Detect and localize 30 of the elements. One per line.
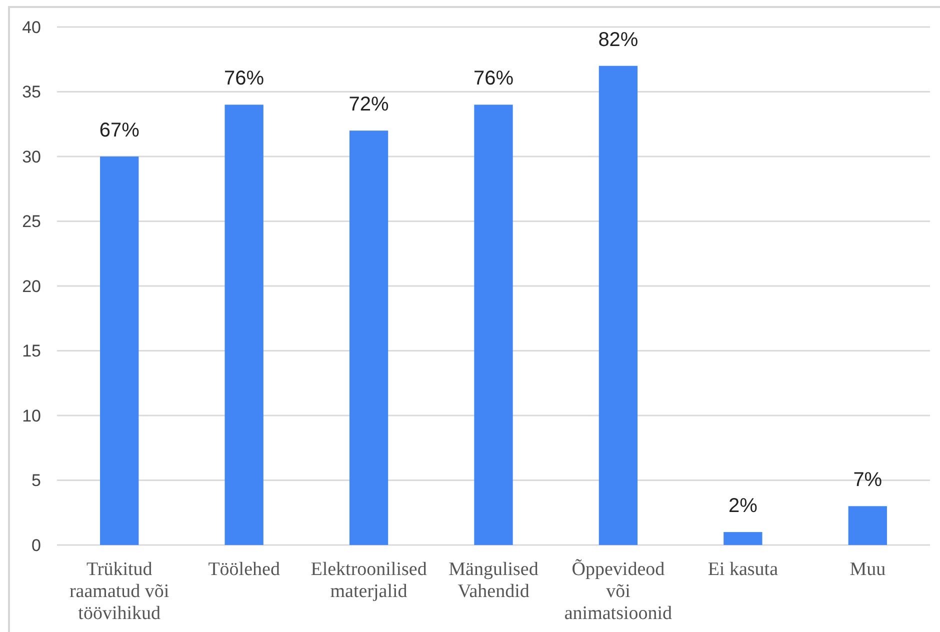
x-tick-label: Õppevideod või animatsioonid	[564, 559, 673, 624]
y-tick-label: 30	[22, 147, 41, 166]
y-tick-label: 10	[22, 406, 41, 426]
bar	[848, 506, 887, 545]
x-tick-label: Töölehed	[208, 559, 280, 580]
annotation: 76%	[473, 68, 514, 90]
y-tick-label: 25	[22, 212, 41, 232]
annotation: 67%	[99, 120, 140, 142]
bar	[474, 104, 513, 545]
annotation: 76%	[224, 68, 264, 90]
annotation: 82%	[598, 28, 638, 51]
y-tick-label: 20	[22, 276, 41, 296]
x-tick-label: Ei kasuta	[708, 559, 779, 580]
y-tick-label: 0	[32, 536, 41, 555]
y-tick-label: 15	[22, 342, 41, 361]
bar	[100, 156, 139, 545]
bar	[598, 66, 638, 545]
annotation: 72%	[348, 94, 390, 116]
x-tick-label: Muu	[850, 559, 886, 580]
y-tick-label: 40	[22, 18, 41, 37]
y-tick-label: 35	[22, 82, 41, 102]
annotation: 2%	[728, 495, 758, 518]
annotation: 7%	[853, 469, 882, 492]
x-tick-label: Elektroonilised materjalid	[310, 559, 428, 602]
x-tick-label: Mängulised Vahendid	[448, 559, 539, 602]
x-tick-label: Trükitud raamatud või töövihikud	[70, 559, 170, 624]
bar	[349, 130, 388, 545]
bar	[724, 532, 762, 545]
bar	[224, 104, 264, 545]
y-tick-label: 5	[32, 471, 41, 490]
